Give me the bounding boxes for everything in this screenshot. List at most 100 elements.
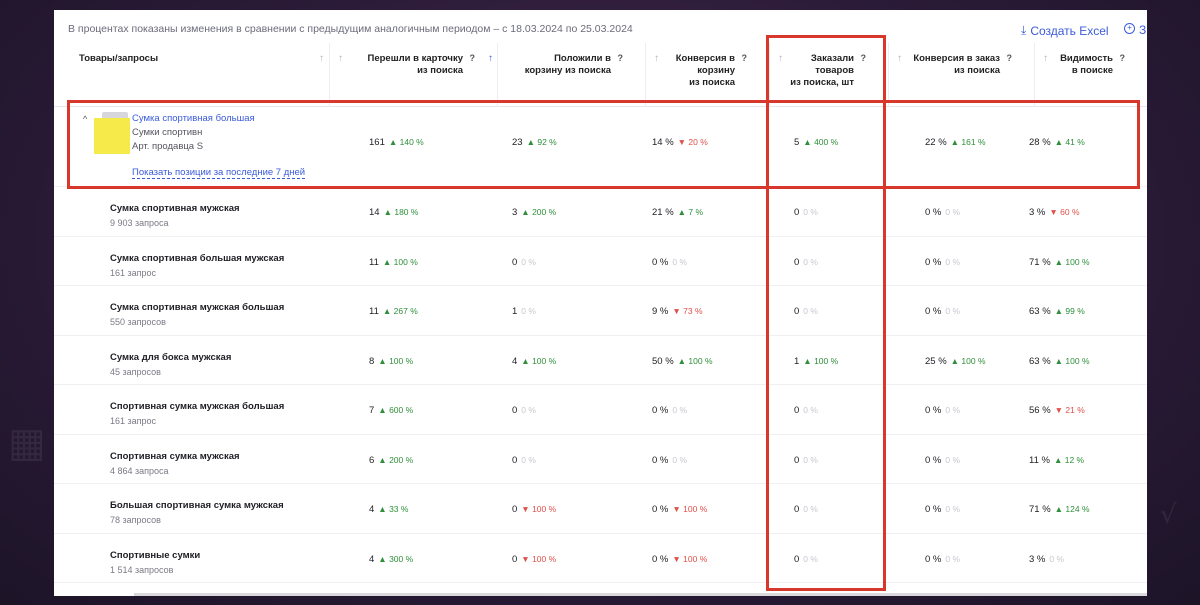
change-percent-down: ▼ 73 % xyxy=(672,306,703,316)
change-percent-zero: 0 % xyxy=(672,405,688,415)
metric-value: 0 xyxy=(512,405,518,416)
metric-cell: 0 % 0 % xyxy=(925,405,960,416)
collapse-chevron-icon[interactable]: ^ xyxy=(83,114,88,124)
extra-action-button[interactable]: + З xyxy=(1124,23,1146,37)
col-visibility-label-line2: в поиске xyxy=(1071,65,1113,76)
table-row[interactable] xyxy=(54,187,1147,237)
change-percent-zero: 0 % xyxy=(803,454,818,465)
metric-cell: 0 % ▼ 100 % xyxy=(652,504,707,515)
metric-cell: 71 % ▲ 100 % xyxy=(1029,257,1090,268)
change-percent-up: ▲ 100 % xyxy=(1054,256,1090,267)
horizontal-scrollbar[interactable] xyxy=(134,593,1147,596)
change-percent-zero: 0 % xyxy=(945,504,961,514)
metric-cell: 6 ▲ 200 % xyxy=(369,455,413,466)
metric-cell: 3 % ▼ 60 % xyxy=(1029,207,1080,218)
table-row[interactable] xyxy=(54,237,1147,286)
product-article: Арт. продавца S xyxy=(132,141,204,152)
metric-value: 0 % xyxy=(925,553,942,565)
metric-cell: 3 % 0 % xyxy=(1029,554,1064,565)
sort-arrow-icon[interactable]: ↑ xyxy=(338,53,343,64)
table-row[interactable] xyxy=(54,534,1147,583)
period-note: В процентах показаны изменения в сравнен… xyxy=(68,23,633,35)
help-icon[interactable]: ? xyxy=(617,53,624,63)
col-orders-header[interactable]: ↑ Заказали товаров из поиска, шт? xyxy=(769,43,888,107)
metric-cell: 3 ▲ 200 % xyxy=(512,207,556,218)
analytics-panel: В процентах показаны изменения в сравнен… xyxy=(54,10,1147,596)
col-cart-conversion-label-line2: из поиска xyxy=(689,77,735,88)
col-clicks-label-line2: из поиска xyxy=(417,65,463,76)
help-icon[interactable]: ? xyxy=(1006,53,1013,63)
product-name-link[interactable]: Сумка спортивная большая xyxy=(132,113,255,124)
change-percent-up: ▲ 600 % xyxy=(378,405,414,415)
change-percent-up: ▲ 100 % xyxy=(382,256,418,267)
metric-cell: 21 % ▲ 7 % xyxy=(652,207,703,218)
metric-cell: 5 ▲ 400 % xyxy=(794,137,838,148)
change-percent-up: ▲ 200 % xyxy=(521,207,557,217)
metric-cell: 0 % 0 % xyxy=(925,554,960,565)
table-row[interactable] xyxy=(54,336,1147,385)
col-orders-label: Заказали товаров из поиска, шт xyxy=(770,53,854,89)
change-percent-zero: 0 % xyxy=(945,306,961,316)
metric-value: 0 xyxy=(512,454,518,466)
metric-cell: 0 % 0 % xyxy=(925,504,960,515)
sort-arrow-icon[interactable]: ↑ xyxy=(654,53,659,64)
query-frequency: 161 запрос xyxy=(110,267,157,278)
metric-cell: 14 ▲ 180 % xyxy=(369,207,418,218)
col-clicks-header[interactable]: ↑ Перешли в карточку из поиска? xyxy=(329,43,497,107)
metric-value: 0 xyxy=(794,504,800,515)
change-percent-up: ▲ 180 % xyxy=(383,207,419,217)
change-percent-up: ▲ 99 % xyxy=(1054,306,1085,316)
metric-cell: 14 % ▼ 20 % xyxy=(652,137,708,148)
help-icon[interactable]: ? xyxy=(469,53,476,63)
table-row[interactable] xyxy=(54,286,1147,336)
change-percent-up: ▲ 400 % xyxy=(803,137,839,147)
sort-arrow-icon[interactable]: ↑ xyxy=(897,53,902,64)
show-positions-link[interactable]: Показать позиции за последние 7 дней xyxy=(132,167,306,179)
metric-value: 6 xyxy=(369,454,375,466)
change-percent-zero: 0 % xyxy=(945,405,961,415)
change-percent-zero: 0 % xyxy=(1049,553,1065,564)
metric-cell: 71 % ▲ 124 % xyxy=(1029,504,1090,515)
query-frequency: 9 903 запроса xyxy=(110,218,169,228)
col-orders-label-line1: Заказали товаров xyxy=(810,53,854,76)
col-visibility-header[interactable]: ↑ Видимость в поиске? xyxy=(1034,43,1147,107)
metric-value: 0 % xyxy=(652,504,669,515)
col-order-conversion-header[interactable]: ↑ Конверсия в заказ из поиска? xyxy=(888,43,1034,107)
help-icon[interactable]: ? xyxy=(1119,53,1126,63)
create-excel-button[interactable]: ⤓ Создать Excel xyxy=(1021,23,1109,38)
metric-value: 21 % xyxy=(652,207,674,218)
metric-cell: 22 % ▲ 161 % xyxy=(925,137,986,148)
metric-value: 63 % xyxy=(1029,355,1051,367)
metric-cell: 4 ▲ 33 % xyxy=(369,504,408,515)
query-frequency: 45 запросов xyxy=(110,366,161,377)
change-percent-down: ▼ 100 % xyxy=(672,504,708,514)
create-excel-label: Создать Excel xyxy=(1030,23,1109,38)
change-percent-up: ▲ 100 % xyxy=(803,355,839,366)
sort-arrow-icon[interactable]: ↑ xyxy=(778,53,783,64)
sort-arrow-icon[interactable]: ↑ xyxy=(1043,53,1048,64)
sort-arrow-icon[interactable]: ↑ xyxy=(488,53,493,64)
help-icon[interactable]: ? xyxy=(860,53,867,63)
table-row[interactable] xyxy=(54,385,1147,435)
col-cart-label: Положили в корзину из поиска xyxy=(525,53,611,77)
sort-arrow-icon[interactable]: ↑ xyxy=(319,53,324,64)
col-cart-conversion-header[interactable]: ↑ Конверсия в корзину из поиска? xyxy=(645,43,769,107)
products-header-label: Товары/запросы xyxy=(79,53,159,64)
change-percent-down: ▼ 100 % xyxy=(521,504,557,514)
metric-cell: 28 % ▲ 41 % xyxy=(1029,137,1085,148)
metric-cell: 8 ▲ 100 % xyxy=(369,356,413,367)
table-row[interactable] xyxy=(54,484,1147,534)
metric-value: 8 xyxy=(369,355,375,367)
change-percent-zero: 0 % xyxy=(521,454,536,465)
col-cart-header[interactable]: ↑ Положили в корзину из поиска? xyxy=(488,43,645,107)
metric-cell: 0 % 0 % xyxy=(652,257,687,268)
metric-value: 0 xyxy=(512,504,518,515)
col-products-header[interactable]: Товары/запросы ↑ xyxy=(54,43,329,107)
help-icon[interactable]: ? xyxy=(741,53,748,63)
table-row[interactable] xyxy=(54,435,1147,484)
